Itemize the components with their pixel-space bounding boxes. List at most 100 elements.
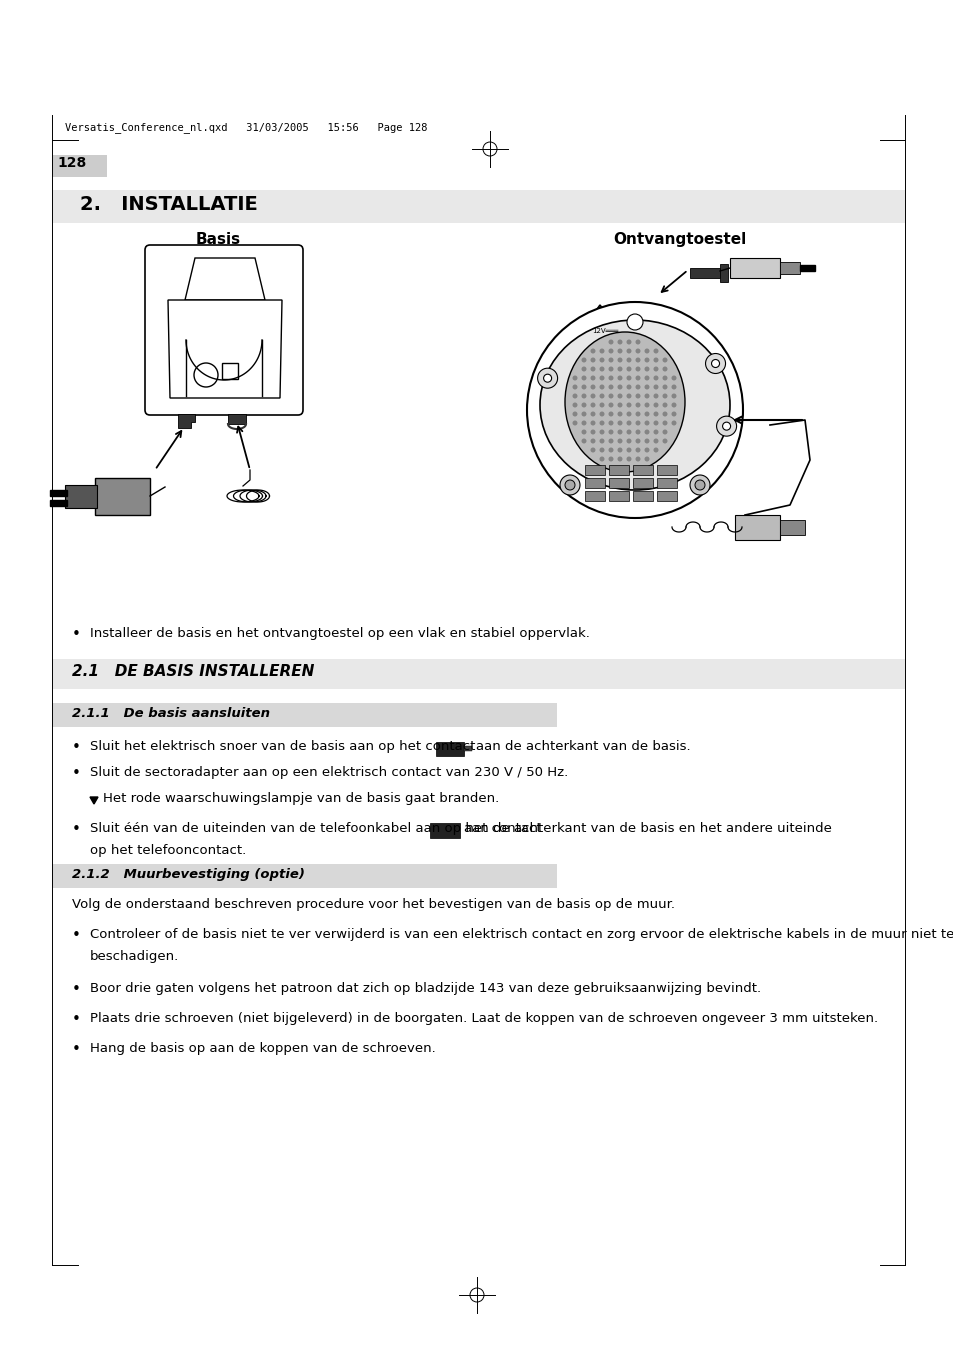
Circle shape [661, 358, 667, 362]
Text: Volg de onderstaand beschreven procedure voor het bevestigen van de basis op de : Volg de onderstaand beschreven procedure… [71, 898, 675, 911]
Text: Controleer of de basis niet te ver verwijderd is van een elektrisch contact en z: Controleer of de basis niet te ver verwi… [90, 928, 953, 942]
Text: aan de achterkant van de basis.: aan de achterkant van de basis. [476, 740, 690, 753]
Circle shape [608, 457, 613, 462]
Circle shape [581, 420, 586, 426]
Circle shape [617, 447, 622, 453]
Circle shape [635, 393, 639, 399]
Text: Hang de basis op aan de koppen van de schroeven.: Hang de basis op aan de koppen van de sc… [90, 1042, 436, 1055]
Circle shape [617, 439, 622, 443]
Circle shape [608, 447, 613, 453]
Circle shape [564, 480, 575, 490]
Circle shape [537, 369, 557, 388]
Circle shape [626, 349, 631, 354]
Circle shape [617, 420, 622, 426]
Polygon shape [228, 413, 246, 424]
Circle shape [644, 403, 649, 408]
Circle shape [598, 376, 604, 381]
Polygon shape [729, 258, 780, 278]
Circle shape [559, 476, 579, 494]
Text: 12V═══: 12V═══ [592, 328, 618, 334]
Bar [633, 490, 652, 501]
Circle shape [644, 439, 649, 443]
Circle shape [590, 385, 595, 389]
Circle shape [590, 393, 595, 399]
Circle shape [644, 385, 649, 389]
Circle shape [617, 457, 622, 462]
Text: Ontvangtoestel: Ontvangtoestel [613, 232, 746, 247]
Circle shape [626, 385, 631, 389]
Circle shape [617, 393, 622, 399]
Circle shape [671, 403, 676, 408]
Bar [52, 659, 904, 689]
Circle shape [635, 349, 639, 354]
Circle shape [653, 376, 658, 381]
Circle shape [590, 412, 595, 416]
Circle shape [590, 376, 595, 381]
Polygon shape [619, 311, 641, 322]
Circle shape [671, 420, 676, 426]
Circle shape [671, 376, 676, 381]
Circle shape [608, 366, 613, 372]
Bar [657, 465, 677, 476]
Circle shape [653, 403, 658, 408]
Circle shape [626, 457, 631, 462]
Polygon shape [780, 262, 800, 274]
Circle shape [661, 393, 667, 399]
Circle shape [626, 439, 631, 443]
Polygon shape [780, 520, 804, 535]
Circle shape [598, 403, 604, 408]
Circle shape [590, 358, 595, 362]
Circle shape [590, 349, 595, 354]
Text: Het rode waarschuwingslampje van de basis gaat branden.: Het rode waarschuwingslampje van de basi… [103, 792, 498, 805]
Bar [608, 490, 628, 501]
Text: aan de achterkant van de basis en het andere uiteinde: aan de achterkant van de basis en het an… [463, 821, 831, 835]
Circle shape [617, 412, 622, 416]
Circle shape [661, 403, 667, 408]
Text: •: • [71, 740, 81, 755]
Circle shape [626, 393, 631, 399]
Polygon shape [178, 413, 194, 428]
Circle shape [661, 385, 667, 389]
Circle shape [644, 376, 649, 381]
Circle shape [543, 374, 551, 382]
Circle shape [598, 349, 604, 354]
Circle shape [598, 457, 604, 462]
Circle shape [581, 439, 586, 443]
Bar [608, 478, 628, 488]
Text: •: • [71, 982, 81, 997]
Circle shape [644, 349, 649, 354]
Text: Installeer de basis en het ontvangtoestel op een vlak en stabiel oppervlak.: Installeer de basis en het ontvangtoeste… [90, 627, 589, 640]
Text: 2.1   DE BASIS INSTALLEREN: 2.1 DE BASIS INSTALLEREN [71, 663, 314, 680]
Circle shape [653, 393, 658, 399]
Circle shape [608, 349, 613, 354]
Circle shape [689, 476, 709, 494]
Circle shape [617, 385, 622, 389]
Circle shape [644, 393, 649, 399]
Polygon shape [168, 300, 282, 399]
Polygon shape [185, 258, 265, 300]
Text: 128: 128 [57, 155, 86, 170]
Circle shape [705, 354, 725, 373]
Circle shape [608, 439, 613, 443]
Circle shape [635, 439, 639, 443]
Circle shape [617, 430, 622, 435]
Ellipse shape [539, 320, 729, 490]
Circle shape [598, 366, 604, 372]
Circle shape [635, 385, 639, 389]
Circle shape [635, 376, 639, 381]
Circle shape [581, 430, 586, 435]
Polygon shape [585, 305, 614, 326]
Circle shape [608, 430, 613, 435]
Circle shape [644, 430, 649, 435]
Circle shape [626, 447, 631, 453]
Circle shape [661, 366, 667, 372]
Circle shape [653, 366, 658, 372]
Bar [584, 490, 604, 501]
Polygon shape [50, 500, 67, 507]
Circle shape [635, 447, 639, 453]
Circle shape [598, 447, 604, 453]
Circle shape [721, 422, 730, 430]
Circle shape [572, 385, 577, 389]
Circle shape [644, 457, 649, 462]
Circle shape [635, 339, 639, 345]
